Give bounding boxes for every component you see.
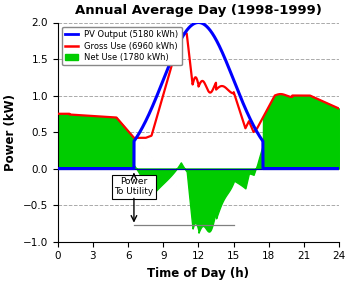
Title: Annual Average Day (1998-1999): Annual Average Day (1998-1999) [75, 4, 322, 17]
Text: Power
To Utility: Power To Utility [114, 177, 154, 197]
Legend: PV Output (5180 kWh), Gross Use (6960 kWh), Net Use (1780 kWh): PV Output (5180 kWh), Gross Use (6960 kW… [62, 27, 182, 65]
Y-axis label: Power (kW): Power (kW) [4, 93, 17, 170]
X-axis label: Time of Day (h): Time of Day (h) [147, 267, 250, 280]
